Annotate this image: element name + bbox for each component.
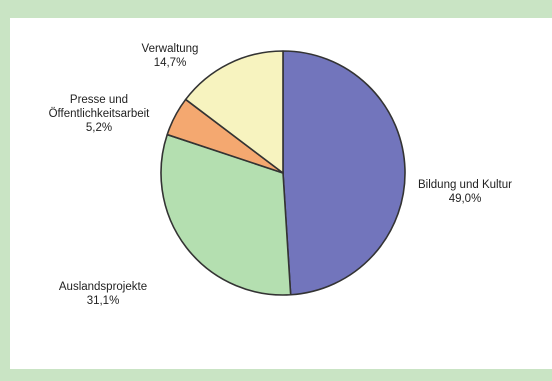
slice-name-label: Presse und [70, 94, 128, 106]
slice-value-label: 49,0% [449, 193, 482, 205]
slice-name-label: Verwaltung [142, 43, 199, 55]
slice-name-label: Auslandsprojekte [59, 281, 147, 293]
pie-slice-bildung-und-kultur [282, 50, 406, 296]
chart-panel: Bildung und Kultur 49,0% Auslandsprojekte 3… [10, 18, 552, 369]
slice-value-label: 14,7% [154, 57, 187, 69]
pie-slices [160, 50, 406, 296]
slice-name-label: Öffentlichkeitsarbeit [49, 108, 151, 120]
slice-label-1: Auslandsprojekte 31,1% [59, 281, 147, 307]
slice-label-3: Verwaltung 14,7% [142, 43, 199, 69]
slice-label-2: Presse und Öffentlichkeitsarbeit 5,2% [49, 94, 151, 134]
slice-name-label: Bildung und Kultur [418, 179, 512, 191]
pie-slice-verwaltung [184, 50, 284, 174]
pie-slice-auslandsprojekte [160, 133, 292, 296]
slice-value-label: 31,1% [87, 295, 120, 307]
pie-chart: Bildung und Kultur 49,0% Auslandsprojekte 3… [49, 43, 513, 307]
slice-label-0: Bildung und Kultur 49,0% [418, 179, 512, 205]
pie-labels: Bildung und Kultur 49,0% Auslandsprojekte 3… [49, 43, 513, 307]
slice-value-label: 5,2% [86, 122, 112, 134]
